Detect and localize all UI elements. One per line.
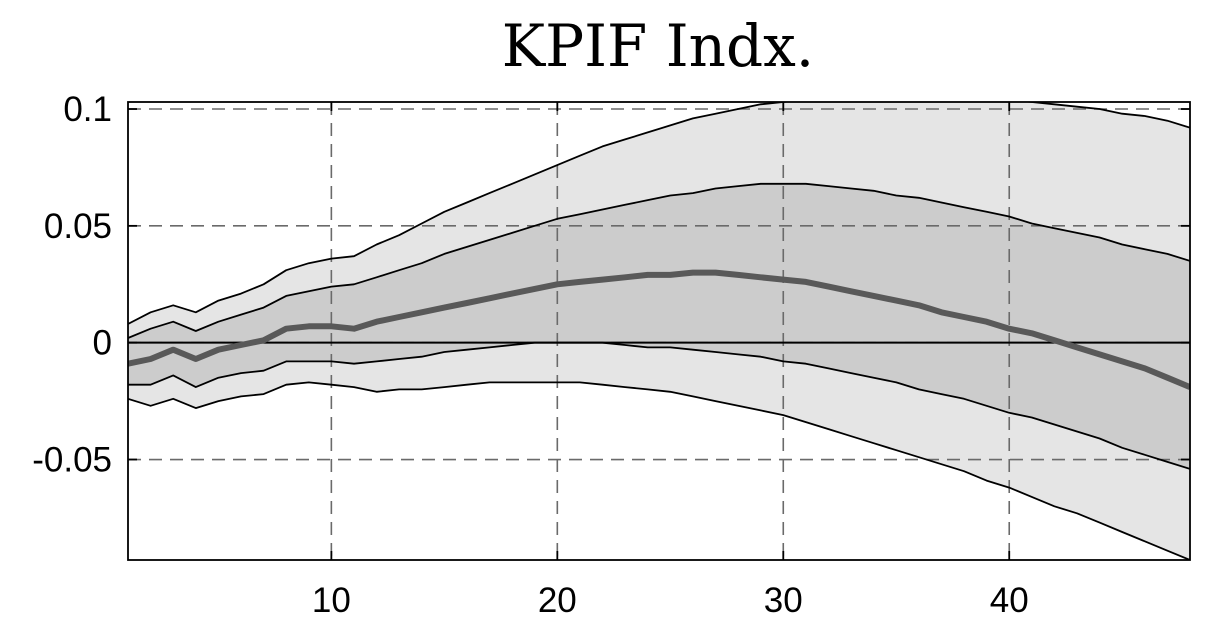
- x-tick-label: 20: [538, 581, 577, 620]
- y-tick-label: -0.05: [32, 441, 112, 480]
- x-tick-label: 30: [764, 581, 803, 620]
- x-tick-label: 40: [990, 581, 1029, 620]
- outer-band-lower-line: [128, 381, 1190, 560]
- y-tick-label: 0.1: [63, 90, 112, 129]
- inner-band-area: [128, 183, 1190, 469]
- inner-band-lower-line: [128, 341, 1190, 470]
- y-tick-label: 0: [93, 324, 112, 363]
- tick-labels: 10 20 30 40 0.1 0.05 0 -0.05: [32, 90, 1028, 620]
- axes-frame: [127, 101, 1191, 561]
- inner-band-upper-line: [128, 182, 1190, 339]
- chart-title: KPIF Indx.: [502, 12, 815, 80]
- x-tick-label: 10: [312, 581, 351, 620]
- plot-area: [127, 101, 1191, 561]
- median-line: [128, 269, 1190, 390]
- y-tick-label: 0.05: [44, 207, 112, 246]
- plot-content: [128, 102, 1190, 560]
- outer-band-upper-line: [128, 102, 1190, 325]
